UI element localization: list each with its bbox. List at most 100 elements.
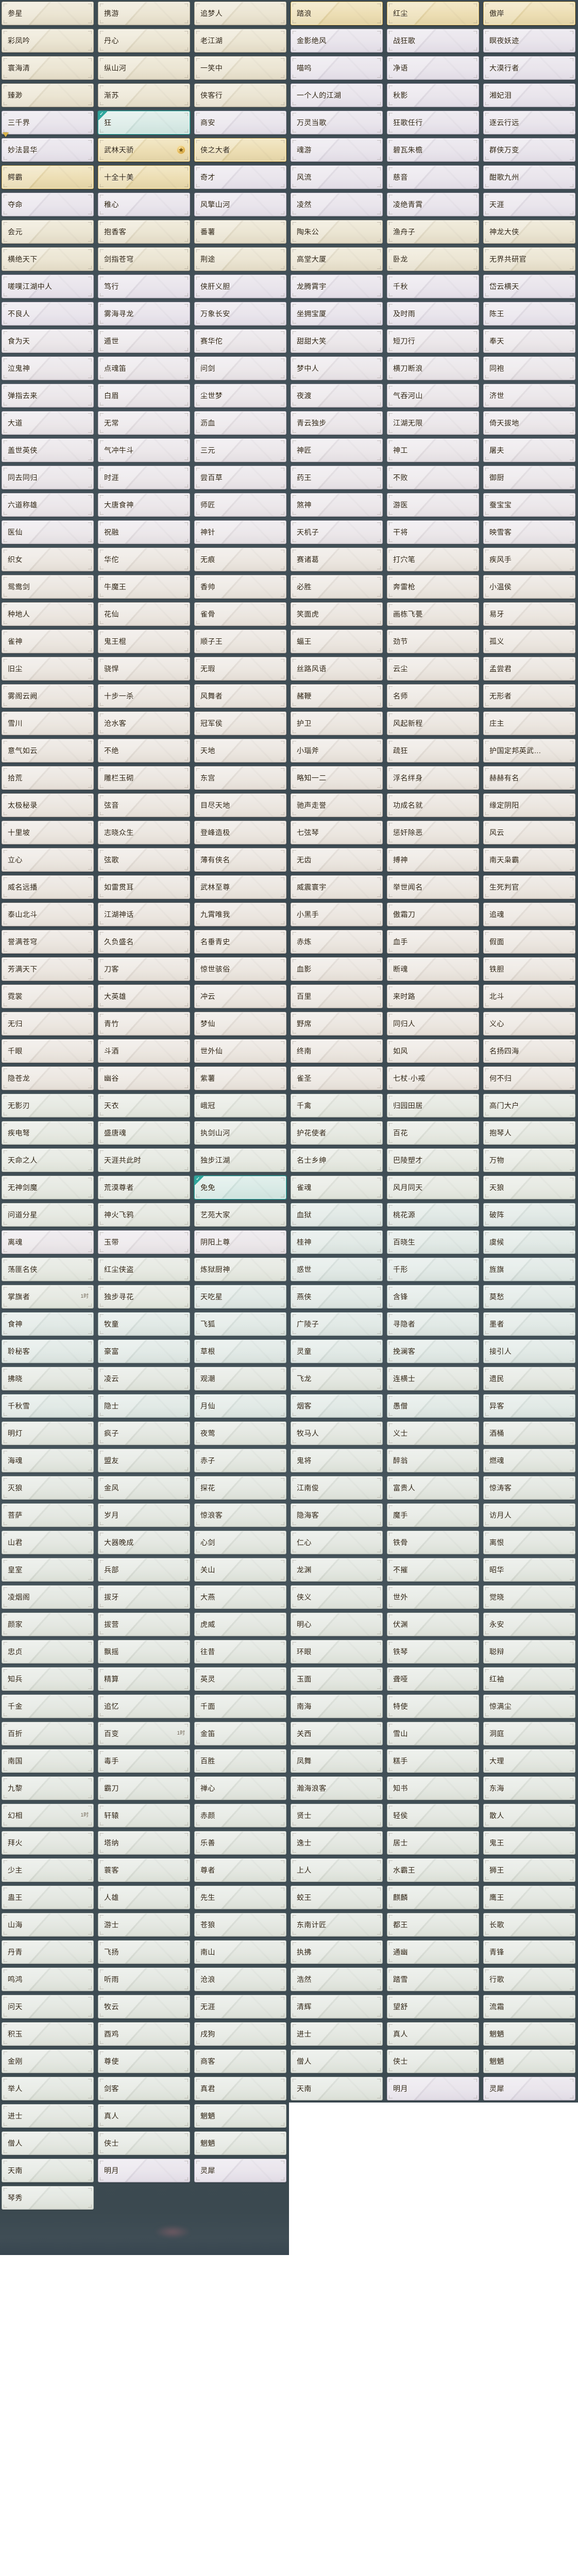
title-cell[interactable]: 独步寻花 — [96, 1283, 193, 1311]
title-plaque[interactable]: 兵部 — [98, 1558, 190, 1582]
title-cell[interactable]: 战狂歌 — [385, 27, 482, 55]
title-cell[interactable]: 贤士 — [289, 1802, 385, 1829]
title-plaque[interactable]: 九黎 — [2, 1776, 94, 1800]
title-plaque[interactable]: 渐苏 — [98, 83, 190, 107]
title-plaque[interactable]: 蝠王 — [291, 630, 383, 653]
title-plaque[interactable]: 泰山北斗 — [2, 903, 94, 926]
title-cell[interactable]: 牛魔王 — [96, 573, 193, 601]
title-cell[interactable]: 挽澜客 — [385, 1338, 482, 1365]
title-cell[interactable]: 刀客 — [96, 956, 193, 983]
title-plaque[interactable]: 东宫 — [194, 766, 286, 790]
title-plaque[interactable]: 凌绝青霄 — [387, 193, 479, 216]
title-cell[interactable]: 魍魉 — [193, 2103, 289, 2130]
title-plaque[interactable]: 虎威 — [194, 1613, 286, 1636]
title-plaque[interactable]: 聪辩 — [483, 1640, 575, 1664]
title-cell[interactable]: 丹青 — [0, 1939, 96, 1966]
title-cell[interactable]: 狂歌任行 — [385, 109, 482, 137]
title-plaque[interactable]: 赤子 — [194, 1449, 286, 1472]
title-cell[interactable]: 劲节 — [385, 628, 482, 655]
title-plaque[interactable]: 人雄 — [98, 1886, 190, 1909]
title-plaque[interactable]: 沧浪 — [194, 1968, 286, 1991]
title-plaque[interactable]: 牧云 — [98, 1995, 190, 2019]
title-plaque[interactable]: 登峰造极 — [194, 821, 286, 844]
title-plaque[interactable]: 七杖·小戒 — [387, 1066, 479, 1090]
title-cell[interactable]: 横绝天下 — [0, 246, 96, 273]
title-plaque[interactable]: 必胜 — [291, 575, 383, 599]
title-plaque[interactable]: 千秋 — [387, 275, 479, 298]
title-plaque[interactable]: 不败 — [387, 466, 479, 489]
title-plaque[interactable]: 豪富 — [98, 1340, 190, 1363]
title-cell[interactable]: 归园田居 — [385, 1092, 482, 1120]
title-cell[interactable]: 月仙 — [193, 1393, 289, 1420]
title-cell[interactable]: 含锋 — [385, 1283, 482, 1311]
title-plaque[interactable]: 百花 — [387, 1121, 479, 1145]
title-cell[interactable]: 十里坡 — [0, 819, 96, 846]
title-cell[interactable]: 凌烟阁 — [0, 1584, 96, 1611]
title-plaque[interactable]: 关山 — [194, 1558, 286, 1582]
title-cell[interactable]: 万灵当歌 — [289, 109, 385, 137]
title-cell[interactable]: 昭华 — [482, 1556, 578, 1584]
title-cell[interactable]: 赛华佗 — [193, 328, 289, 355]
title-cell[interactable]: 雕栏玉砌 — [96, 765, 193, 792]
title-cell[interactable]: 神针 — [193, 519, 289, 546]
title-plaque[interactable]: 南山 — [194, 1940, 286, 1964]
title-plaque[interactable]: 同袍 — [483, 357, 575, 380]
title-cell[interactable]: 精算 — [96, 1666, 193, 1693]
title-plaque[interactable]: 牧童 — [98, 1312, 190, 1336]
title-cell[interactable]: 鸳鸯剑 — [0, 573, 96, 601]
title-cell[interactable]: 观潮 — [193, 1365, 289, 1393]
title-cell[interactable]: 霓裳 — [0, 983, 96, 1010]
title-cell[interactable]: 牧童 — [96, 1311, 193, 1338]
title-plaque[interactable]: 名垂青史 — [194, 930, 286, 954]
title-cell[interactable]: 毒手 — [96, 1748, 193, 1775]
title-plaque[interactable]: 顺子王 — [194, 630, 286, 653]
title-cell[interactable]: 雀圣 — [289, 1065, 385, 1092]
title-plaque[interactable]: 十里坡 — [2, 821, 94, 844]
title-cell[interactable]: 散人 — [482, 1802, 578, 1829]
title-cell[interactable]: 小温侯 — [482, 573, 578, 601]
title-plaque[interactable]: 疏狂 — [387, 739, 479, 762]
title-cell[interactable]: 龙渊 — [289, 1556, 385, 1584]
title-plaque[interactable]: 知兵 — [2, 1667, 94, 1691]
title-plaque[interactable]: 都王 — [387, 1913, 479, 1937]
title-plaque[interactable]: 糕手 — [387, 1749, 479, 1773]
title-plaque[interactable]: 点魂笛 — [98, 357, 190, 380]
title-cell[interactable]: 必胜 — [289, 573, 385, 601]
title-cell[interactable]: 何不归 — [482, 1065, 578, 1092]
title-plaque[interactable]: 百晓生 — [387, 1230, 479, 1254]
title-plaque[interactable]: 神龙大侠 — [483, 220, 575, 244]
title-cell[interactable]: 南天枭霸 — [482, 846, 578, 874]
title-plaque[interactable]: 侠之大者 — [194, 138, 286, 162]
title-plaque[interactable]: 倚天拔地 — [483, 411, 575, 435]
title-cell[interactable]: 牧云 — [96, 1993, 193, 2021]
title-cell[interactable]: 尝百草 — [193, 464, 289, 492]
title-plaque[interactable]: 千金 — [2, 1694, 94, 1718]
title-cell[interactable]: 桃花源 — [385, 1201, 482, 1229]
title-cell[interactable]: 都王 — [385, 1911, 482, 1939]
title-plaque[interactable]: 精算 — [98, 1667, 190, 1691]
title-plaque[interactable]: 水霸王 — [387, 1858, 479, 1882]
title-plaque[interactable]: 弦歌 — [98, 848, 190, 872]
title-cell[interactable]: 红尘 — [385, 0, 482, 27]
title-plaque[interactable]: 江南俊 — [291, 1476, 383, 1500]
title-cell[interactable]: 傲岸 — [482, 0, 578, 27]
title-plaque[interactable]: 愚僧 — [387, 1394, 479, 1418]
title-cell[interactable]: 白眉 — [96, 382, 193, 410]
title-plaque[interactable]: 清辉 — [291, 1995, 383, 2019]
title-cell[interactable]: 东宫 — [193, 765, 289, 792]
title-plaque[interactable]: 气冲牛斗 — [98, 438, 190, 462]
title-cell[interactable]: 龙腾霄宇 — [289, 273, 385, 300]
title-cell[interactable]: 金影绝风 — [289, 27, 385, 55]
title-plaque[interactable]: 通幽 — [387, 1940, 479, 1964]
title-cell[interactable]: 烟客 — [289, 1393, 385, 1420]
title-cell[interactable]: 举世闻名 — [385, 874, 482, 901]
title-cell[interactable]: 燕侠 — [289, 1283, 385, 1311]
title-cell[interactable]: 环眼 — [289, 1638, 385, 1666]
title-cell[interactable]: 夺命 — [0, 191, 96, 218]
title-plaque[interactable]: 艺苑大家 — [194, 1203, 286, 1227]
title-plaque[interactable]: 旧尘 — [2, 657, 94, 681]
title-plaque[interactable]: 不绝 — [98, 739, 190, 762]
title-plaque[interactable]: 断魂 — [387, 957, 479, 981]
title-cell[interactable]: 秋影 — [385, 82, 482, 109]
title-cell[interactable]: 魔手 — [385, 1502, 482, 1529]
